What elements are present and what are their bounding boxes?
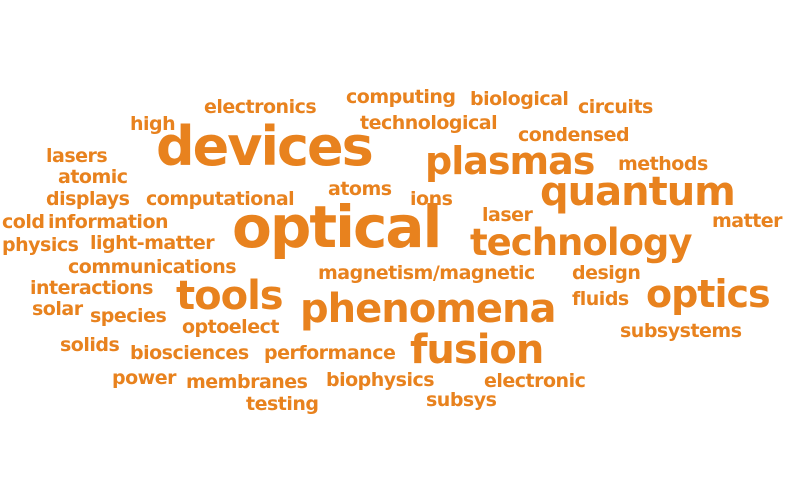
word-cold: cold (2, 211, 45, 233)
word-electronics: electronics (204, 96, 317, 118)
word-information: information (48, 211, 169, 233)
word-light-matter: light-matter (90, 232, 215, 254)
word-methods: methods (618, 153, 708, 175)
word-species: species (90, 305, 167, 327)
word-high: high (130, 113, 176, 135)
word-biological: biological (470, 88, 569, 110)
word-technology: technology (470, 221, 693, 264)
word-circuits: circuits (578, 96, 653, 118)
word-matter: matter (712, 210, 783, 232)
word-biosciences: biosciences (130, 342, 249, 364)
word-subsystems: subsystems (620, 320, 742, 342)
word-magnetism-magnetic: magnetism/magnetic (318, 262, 535, 284)
word-atoms: atoms (328, 178, 392, 200)
word-tools: tools (176, 273, 284, 319)
word-interactions: interactions (30, 277, 153, 299)
word-phenomena: phenomena (300, 286, 556, 332)
word-power: power (112, 367, 176, 389)
word-technological: technological (360, 112, 498, 134)
word-fusion: fusion (410, 327, 544, 373)
word-biophysics: biophysics (326, 369, 435, 391)
word-atomic: atomic (58, 166, 128, 188)
word-computational: computational (146, 188, 295, 210)
word-ions: ions (410, 188, 453, 210)
word-lasers: lasers (46, 145, 108, 167)
word-quantum: quantum (540, 169, 736, 215)
word-membranes: membranes (186, 371, 308, 393)
word-displays: displays (46, 188, 130, 210)
word-optics: optics (646, 272, 771, 316)
word-plasmas: plasmas (425, 139, 595, 183)
word-physics: physics (2, 234, 79, 256)
word-optoelect: optoelect (182, 316, 279, 338)
word-solar: solar (32, 298, 83, 320)
word-subsys: subsys (426, 389, 497, 411)
word-testing: testing (246, 393, 319, 415)
word-computing: computing (346, 86, 456, 108)
word-design: design (572, 262, 641, 284)
word-communications: communications (68, 256, 237, 278)
word-solids: solids (60, 334, 120, 356)
word-electronic: electronic (484, 370, 586, 392)
word-devices: devices (156, 115, 374, 178)
word-fluids: fluids (572, 288, 629, 310)
word-optical: optical (232, 193, 442, 261)
word-condensed: condensed (518, 124, 630, 146)
word-laser: laser (482, 204, 533, 226)
word-performance: performance (264, 342, 396, 364)
